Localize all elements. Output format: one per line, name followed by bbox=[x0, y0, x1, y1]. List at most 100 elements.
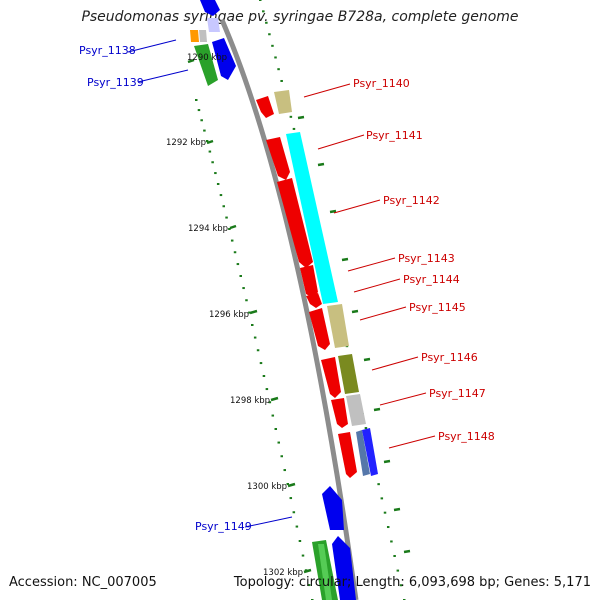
outer-tick-mark bbox=[403, 549, 411, 554]
outer-tick-mark bbox=[393, 507, 401, 512]
gene-leader-line bbox=[127, 39, 177, 53]
gene-label-psyr-1140[interactable]: Psyr_1140 bbox=[353, 77, 410, 90]
ring-dot bbox=[251, 324, 254, 326]
ring-dot bbox=[242, 287, 245, 290]
ring-dot bbox=[228, 228, 231, 230]
ring-dot bbox=[298, 540, 302, 542]
gene-label-psyr-1148[interactable]: Psyr_1148 bbox=[438, 430, 495, 443]
map-title: Pseudomonas syringae pv. syringae B728a,… bbox=[81, 9, 519, 25]
gene-label-psyr-1139[interactable]: Psyr_1139 bbox=[87, 76, 144, 89]
gene-feature-psyr-1145[interactable] bbox=[309, 308, 330, 350]
ring-dot bbox=[289, 115, 293, 118]
gene-feature-psyr-1144[interactable] bbox=[306, 293, 322, 308]
ring-dot bbox=[277, 68, 280, 71]
tick-label: 1292 kbp bbox=[166, 138, 206, 148]
gene-leader-line bbox=[333, 199, 381, 214]
tick-label: 1296 kbp bbox=[209, 310, 249, 320]
gene-feature-psyr-1146[interactable] bbox=[321, 357, 341, 398]
tick-mark bbox=[303, 568, 312, 574]
outer-tick-mark bbox=[341, 257, 349, 262]
ring-dot bbox=[216, 183, 220, 185]
gene-feature-psyr-1138[interactable] bbox=[200, 0, 220, 16]
tick-mark bbox=[249, 309, 258, 315]
scale-ticks: 1290 kbp 1292 kbp 1294 kbp 1296 kbp 1298 kbp… bbox=[166, 53, 411, 578]
gene-feature-next-blue bbox=[332, 536, 356, 600]
ring-dot bbox=[265, 388, 269, 391]
ring-dot bbox=[396, 569, 400, 572]
ring-dot bbox=[393, 554, 396, 557]
cog-green-block-3 bbox=[318, 544, 332, 600]
cog-orange-block bbox=[190, 30, 199, 42]
outer-tick-mark bbox=[317, 162, 325, 167]
ring-dot bbox=[211, 161, 214, 164]
ring-dot bbox=[195, 99, 198, 101]
ring-dot bbox=[208, 150, 212, 153]
ring-dot bbox=[265, 21, 268, 24]
gene-leader-line bbox=[388, 435, 436, 449]
ring-dot bbox=[214, 172, 217, 175]
ring-dot bbox=[274, 428, 278, 430]
gene-leader-line bbox=[137, 69, 189, 83]
ring-dot bbox=[248, 311, 251, 314]
ring-dot bbox=[222, 205, 225, 208]
cog-steelblue-block bbox=[356, 430, 370, 476]
ring-dot bbox=[271, 414, 275, 417]
ring-dot bbox=[274, 56, 277, 59]
ring-dot bbox=[390, 540, 393, 543]
gene-label-psyr-1147[interactable]: Psyr_1147 bbox=[429, 387, 486, 400]
gene-label-psyr-1146[interactable]: Psyr_1146 bbox=[421, 351, 478, 364]
gene-label-psyr-1141[interactable]: Psyr_1141 bbox=[366, 129, 423, 142]
ring-dot bbox=[364, 427, 368, 430]
ring-dot bbox=[268, 33, 271, 36]
tick-label: 1302 kbp bbox=[263, 568, 303, 578]
gene-label-psyr-1138[interactable]: Psyr_1138 bbox=[79, 44, 136, 57]
outer-tick-mark bbox=[329, 209, 337, 214]
ring-dot bbox=[289, 497, 293, 500]
ring-dot bbox=[292, 511, 296, 514]
gene-feature-psyr-1142[interactable] bbox=[277, 178, 313, 268]
cog-green-block bbox=[194, 44, 218, 86]
ring-dot bbox=[386, 526, 390, 529]
cog-olive-block bbox=[338, 354, 359, 394]
gene-feature-psyr-1143[interactable] bbox=[300, 265, 318, 298]
ring-dot bbox=[200, 119, 203, 122]
cog-lavender-block bbox=[207, 18, 220, 32]
gene-labels: Psyr_1138 Psyr_1139 Psyr_1140 Psyr_1141 Psyr… bbox=[79, 39, 495, 533]
ring-dot bbox=[277, 441, 281, 444]
gene-leader-line bbox=[359, 306, 407, 321]
gene-leader-line bbox=[353, 278, 401, 293]
ring-dot bbox=[380, 497, 384, 500]
gene-feature-psyr-1147[interactable] bbox=[331, 398, 348, 428]
gene-feature-psyr-1148[interactable] bbox=[338, 432, 357, 478]
gene-label-psyr-1142[interactable]: Psyr_1142 bbox=[383, 194, 440, 207]
cog-khaki-block-1 bbox=[274, 90, 292, 114]
gene-label-psyr-1144[interactable]: Psyr_1144 bbox=[403, 273, 460, 286]
genome-backbone bbox=[219, 19, 359, 600]
gene-leader-line bbox=[347, 257, 396, 272]
tick-label: 1300 kbp bbox=[247, 482, 287, 492]
gene-label-psyr-1145[interactable]: Psyr_1145 bbox=[409, 301, 466, 314]
outer-tick-mark bbox=[373, 407, 381, 412]
gene-feature-psyr-1141[interactable] bbox=[266, 137, 290, 180]
cog-blue-block bbox=[362, 428, 378, 476]
ring-dot bbox=[259, 362, 263, 365]
cog-khaki-block-2 bbox=[327, 304, 349, 348]
tick-mark bbox=[206, 139, 214, 145]
ring-dot bbox=[383, 511, 387, 514]
ring-dot bbox=[280, 455, 283, 458]
gene-feature-psyr-1140[interactable] bbox=[256, 96, 274, 118]
ring-dot bbox=[377, 483, 380, 486]
cds-track bbox=[200, 0, 357, 600]
gene-leader-line bbox=[303, 83, 351, 98]
white-gaps bbox=[270, 120, 330, 126]
gene-feature-psyr-1149[interactable] bbox=[322, 486, 344, 530]
ring-dot bbox=[399, 584, 403, 587]
gene-feature-psyr-1139[interactable] bbox=[212, 38, 236, 80]
ring-dot bbox=[268, 401, 272, 404]
gene-label-psyr-1149[interactable]: Psyr_1149 bbox=[195, 520, 252, 533]
gene-label-psyr-1143[interactable]: Psyr_1143 bbox=[398, 252, 455, 265]
ring-dot bbox=[280, 79, 283, 82]
accession-text: Accession: NC_007005 bbox=[9, 575, 157, 590]
